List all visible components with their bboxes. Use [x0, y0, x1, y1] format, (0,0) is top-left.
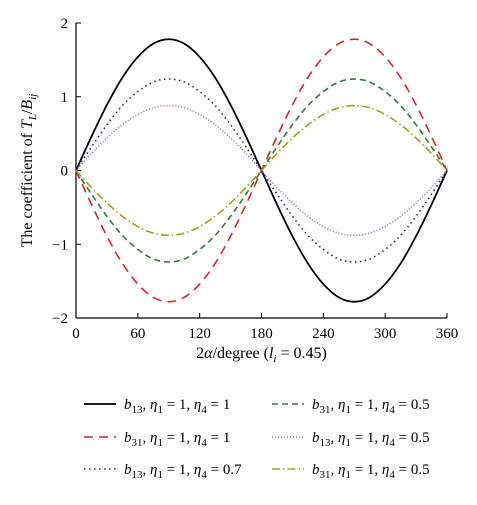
legend-label-4: b31, η1 = 1, η4 = 0.5 — [312, 397, 430, 416]
x-tick-label: 0 — [72, 326, 80, 342]
y-tick-label: 0 — [61, 164, 69, 180]
x-tick-label: 360 — [436, 326, 459, 342]
x-tick-label: 60 — [130, 326, 145, 342]
series-line-3 — [75, 78, 448, 263]
x-tick-label: 300 — [374, 326, 397, 342]
series-line-5 — [75, 104, 448, 237]
y-tick-label: 1 — [61, 90, 69, 106]
legend-label-5: b13, η1 = 1, η4 = 0.5 — [312, 430, 430, 449]
y-axis-label: The coefficient of TL/Bij — [19, 94, 39, 248]
series-line-4 — [75, 78, 448, 263]
x-tick-label: 180 — [250, 326, 273, 342]
series-line-6 — [75, 104, 448, 237]
y-tick-label: 2 — [61, 16, 69, 32]
legend-label-3: b13, η1 = 1, η4 = 0.7 — [124, 462, 242, 481]
x-axis-label: 2α/degree (li = 0.45) — [196, 345, 327, 365]
legend-label-1: b13, η1 = 1, η4 = 1 — [124, 397, 230, 416]
x-tick-label: 240 — [312, 326, 335, 342]
legend-label-6: b31, η1 = 1, η4 = 0.5 — [312, 462, 430, 481]
y-tick-label: −1 — [52, 237, 68, 253]
legend-label-2: b31, η1 = 1, η4 = 1 — [124, 430, 230, 449]
y-tick-label: −2 — [52, 311, 68, 327]
x-tick-label: 120 — [188, 326, 211, 342]
